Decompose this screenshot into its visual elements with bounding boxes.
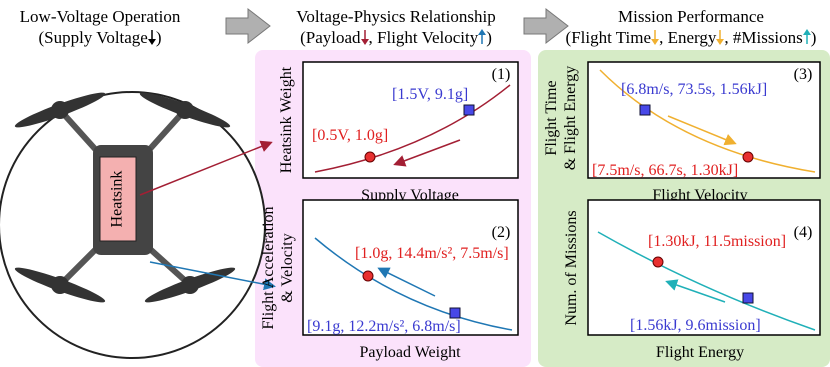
down-arrow xyxy=(651,30,660,45)
up-arrow xyxy=(802,29,811,44)
y-label: Flight Acceleration xyxy=(260,206,277,329)
point-label: [6.8m/s, 73.5s, 1.56kJ] xyxy=(621,81,767,98)
point-label: [9.1g, 12.2m/s², 6.8m/s] xyxy=(307,318,461,335)
point-label: [7.5m/s, 66.7s, 1.30kJ] xyxy=(592,162,738,179)
heatsink-label: Heatsink xyxy=(109,171,126,228)
panel-number: (3) xyxy=(794,66,813,83)
point-label: [1.56kJ, 9.6mission] xyxy=(630,317,761,334)
down-arrow xyxy=(360,30,369,45)
header-column: Voltage-Physics Relationship (Payload , F… xyxy=(270,6,522,48)
y-label: Heatsink Weight xyxy=(278,66,295,173)
panel-number: (1) xyxy=(492,66,511,83)
subtitle-part: ) xyxy=(810,28,817,47)
panel: (2) [1.0g, 14.4m/s², 7.5m/s] [9.1g, 12.2… xyxy=(260,199,519,361)
y-label: Flight Time xyxy=(543,80,560,155)
subtitle-part: ) xyxy=(155,28,162,47)
subtitle-part: ) xyxy=(486,28,492,47)
header-subtitle: (Payload , Flight Velocity) xyxy=(270,27,522,48)
header-title: Voltage-Physics Relationship xyxy=(296,7,496,26)
point-label: [1.0g, 14.4m/s², 7.5m/s] xyxy=(355,245,509,262)
header-column: Mission Performance (Flight Time , Energy… xyxy=(552,6,830,48)
flow-arrow xyxy=(523,7,569,45)
subtitle-part: (Flight Time xyxy=(565,28,652,47)
up-arrow xyxy=(478,29,487,44)
flow-arrow xyxy=(225,7,271,45)
header-column: Low-Voltage Operation (Supply Voltage) xyxy=(0,6,200,48)
subtitle-part: , Energy xyxy=(659,28,717,47)
header-subtitle: (Supply Voltage) xyxy=(0,27,200,48)
point-label: [0.5V, 1.0g] xyxy=(312,127,388,144)
down-arrow xyxy=(716,30,725,45)
subtitle-part: (Supply Voltage xyxy=(38,28,148,47)
y-label: & Flight Energy xyxy=(562,66,579,171)
point-label: [1.30kJ, 11.5mission] xyxy=(648,233,786,250)
pointer xyxy=(139,140,273,196)
y-label: Num. of Missions xyxy=(563,210,580,325)
pointer xyxy=(149,261,276,291)
down-arrow xyxy=(147,30,156,45)
panel-number: (2) xyxy=(492,224,511,241)
x-label: Flight Energy xyxy=(656,344,744,361)
header-title: Mission Performance xyxy=(618,7,764,26)
header-title: Low-Voltage Operation xyxy=(19,7,181,26)
y-label: & Velocity xyxy=(279,233,296,302)
panel: (4) [1.30kJ, 11.5mission] [1.56kJ, 9.6mi… xyxy=(563,199,821,361)
panel: (1) [1.5V, 9.1g] [0.5V, 1.0g] Supply Vol… xyxy=(278,61,519,204)
subtitle-part: (Payload xyxy=(300,28,361,47)
header-subtitle: (Flight Time , Energy , #Missions) xyxy=(552,27,830,48)
panel-number: (4) xyxy=(794,224,813,241)
point-label: [1.5V, 9.1g] xyxy=(392,86,468,103)
subtitle-part: , Flight Velocity xyxy=(368,28,479,47)
drone: Heatsink xyxy=(0,91,266,359)
x-label: Payload Weight xyxy=(359,344,461,361)
subtitle-part: , #Missions xyxy=(724,28,803,47)
